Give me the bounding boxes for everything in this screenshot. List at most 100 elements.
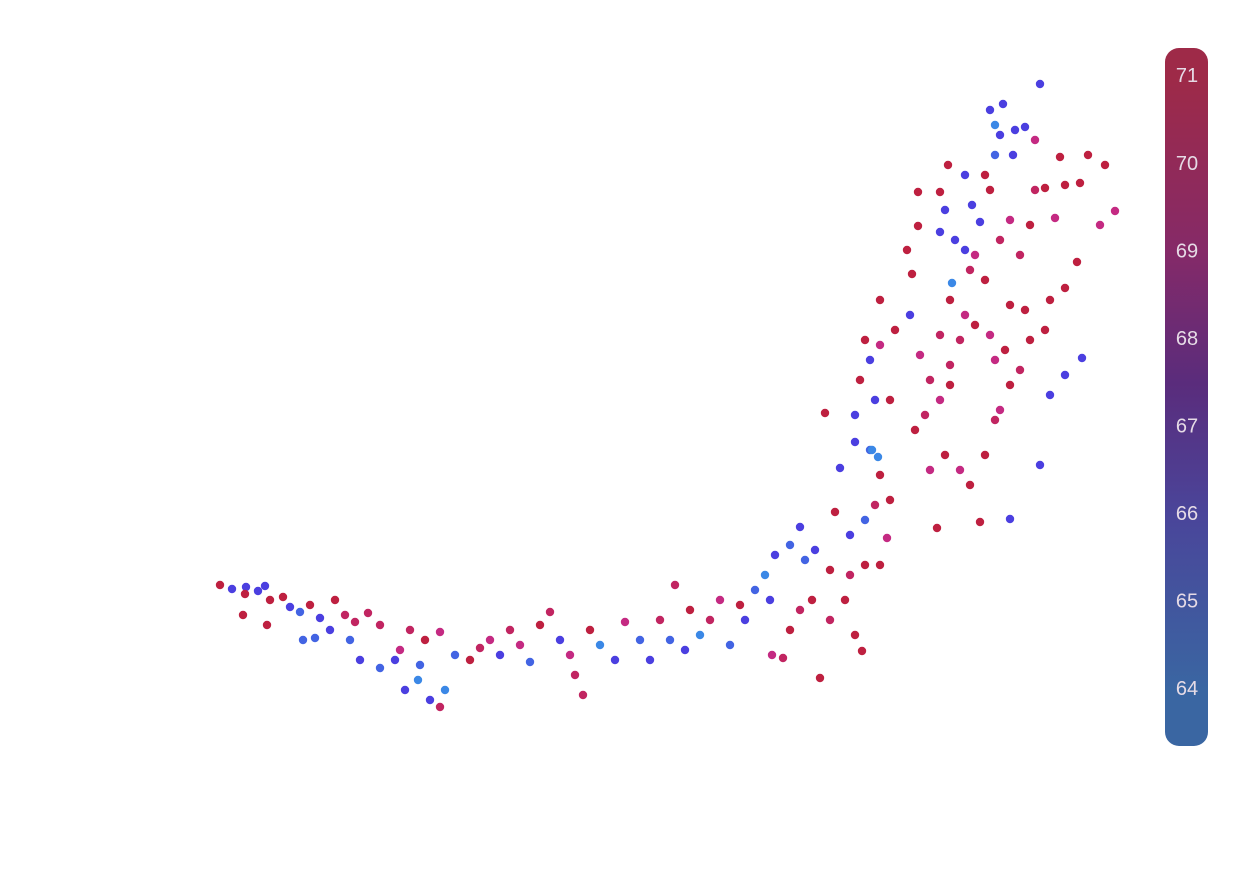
point — [1083, 150, 1093, 160]
point — [1020, 122, 1030, 132]
point — [840, 595, 850, 605]
point — [610, 655, 620, 665]
point — [1005, 300, 1015, 310]
point — [1005, 380, 1015, 390]
point — [825, 615, 835, 625]
point — [465, 655, 475, 665]
point — [330, 595, 340, 605]
point — [995, 235, 1005, 245]
point — [885, 495, 895, 505]
point — [967, 200, 977, 210]
point — [980, 450, 990, 460]
colorbar-tick-label: 67 — [1176, 415, 1198, 437]
point — [525, 657, 535, 667]
point — [870, 500, 880, 510]
point — [940, 450, 950, 460]
point — [1100, 160, 1110, 170]
point — [238, 610, 248, 620]
point — [400, 685, 410, 695]
point — [845, 530, 855, 540]
point — [750, 585, 760, 595]
point — [860, 560, 870, 570]
point — [350, 617, 360, 627]
point — [985, 185, 995, 195]
point — [1077, 353, 1087, 363]
point — [215, 580, 225, 590]
point — [910, 425, 920, 435]
point — [1040, 183, 1050, 193]
point — [980, 275, 990, 285]
point — [345, 635, 355, 645]
point — [1040, 325, 1050, 335]
colorbar-tick-label: 66 — [1176, 503, 1198, 525]
point — [785, 540, 795, 550]
point — [570, 670, 580, 680]
point — [850, 437, 860, 447]
point — [825, 565, 835, 575]
point — [885, 395, 895, 405]
point — [495, 650, 505, 660]
point — [990, 355, 1000, 365]
point — [945, 360, 955, 370]
point — [315, 613, 325, 623]
point — [395, 645, 405, 655]
point — [970, 320, 980, 330]
point — [435, 702, 445, 712]
point — [1110, 206, 1120, 216]
point — [875, 295, 885, 305]
point — [913, 187, 923, 197]
point — [960, 170, 970, 180]
point — [820, 408, 830, 418]
point — [815, 673, 825, 683]
point — [870, 395, 880, 405]
colorbar-tick-label: 64 — [1176, 678, 1198, 700]
point — [950, 235, 960, 245]
point — [375, 663, 385, 673]
point — [565, 650, 575, 660]
colorbar-tick-label: 71 — [1176, 65, 1198, 87]
colorbar-tick-label: 68 — [1176, 328, 1198, 350]
point — [740, 615, 750, 625]
point — [943, 160, 953, 170]
point — [800, 555, 810, 565]
point — [998, 99, 1008, 109]
point — [995, 405, 1005, 415]
point — [670, 580, 680, 590]
point — [925, 375, 935, 385]
point — [685, 605, 695, 615]
point — [920, 410, 930, 420]
point — [1075, 178, 1085, 188]
point — [985, 330, 995, 340]
point — [262, 620, 272, 630]
point — [845, 570, 855, 580]
point — [1015, 365, 1025, 375]
point — [363, 608, 373, 618]
colorbar-tick-label: 70 — [1176, 153, 1198, 175]
point — [1000, 345, 1010, 355]
point — [867, 445, 877, 455]
point — [990, 120, 1000, 130]
point — [1010, 125, 1020, 135]
point — [1095, 220, 1105, 230]
point — [857, 646, 867, 656]
point — [1035, 460, 1045, 470]
point — [485, 635, 495, 645]
point — [390, 655, 400, 665]
point — [1060, 180, 1070, 190]
point — [680, 645, 690, 655]
point — [975, 217, 985, 227]
point — [945, 380, 955, 390]
point — [655, 615, 665, 625]
point — [405, 625, 415, 635]
point — [925, 465, 935, 475]
point — [935, 395, 945, 405]
point — [535, 620, 545, 630]
point — [955, 335, 965, 345]
point — [855, 375, 865, 385]
point — [947, 278, 957, 288]
point — [1030, 185, 1040, 195]
point — [585, 625, 595, 635]
point — [907, 269, 917, 279]
point — [875, 340, 885, 350]
